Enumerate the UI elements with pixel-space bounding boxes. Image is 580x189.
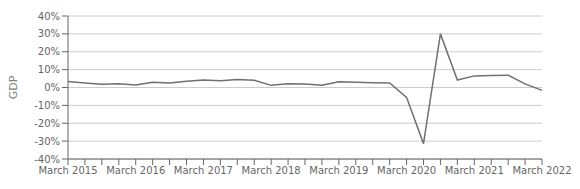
svg-text:March 2015: March 2015 (38, 165, 97, 176)
svg-text:20%: 20% (38, 46, 60, 57)
svg-text:GDP: GDP (8, 75, 20, 99)
svg-text:March 2020: March 2020 (377, 165, 436, 176)
svg-text:-40%: -40% (34, 154, 60, 165)
svg-text:-10%: -10% (34, 100, 60, 111)
svg-text:March 2016: March 2016 (106, 165, 165, 176)
svg-text:-30%: -30% (34, 136, 60, 147)
svg-text:40%: 40% (38, 11, 60, 22)
svg-text:-20%: -20% (34, 118, 60, 129)
svg-text:30%: 30% (38, 28, 60, 39)
svg-text:0%: 0% (44, 82, 60, 93)
svg-text:March 2022: March 2022 (512, 165, 571, 176)
svg-text:March 2018: March 2018 (242, 165, 301, 176)
svg-text:March 2017: March 2017 (174, 165, 233, 176)
svg-text:March 2019: March 2019 (309, 165, 368, 176)
svg-text:10%: 10% (38, 64, 60, 75)
svg-text:March 2021: March 2021 (445, 165, 504, 176)
